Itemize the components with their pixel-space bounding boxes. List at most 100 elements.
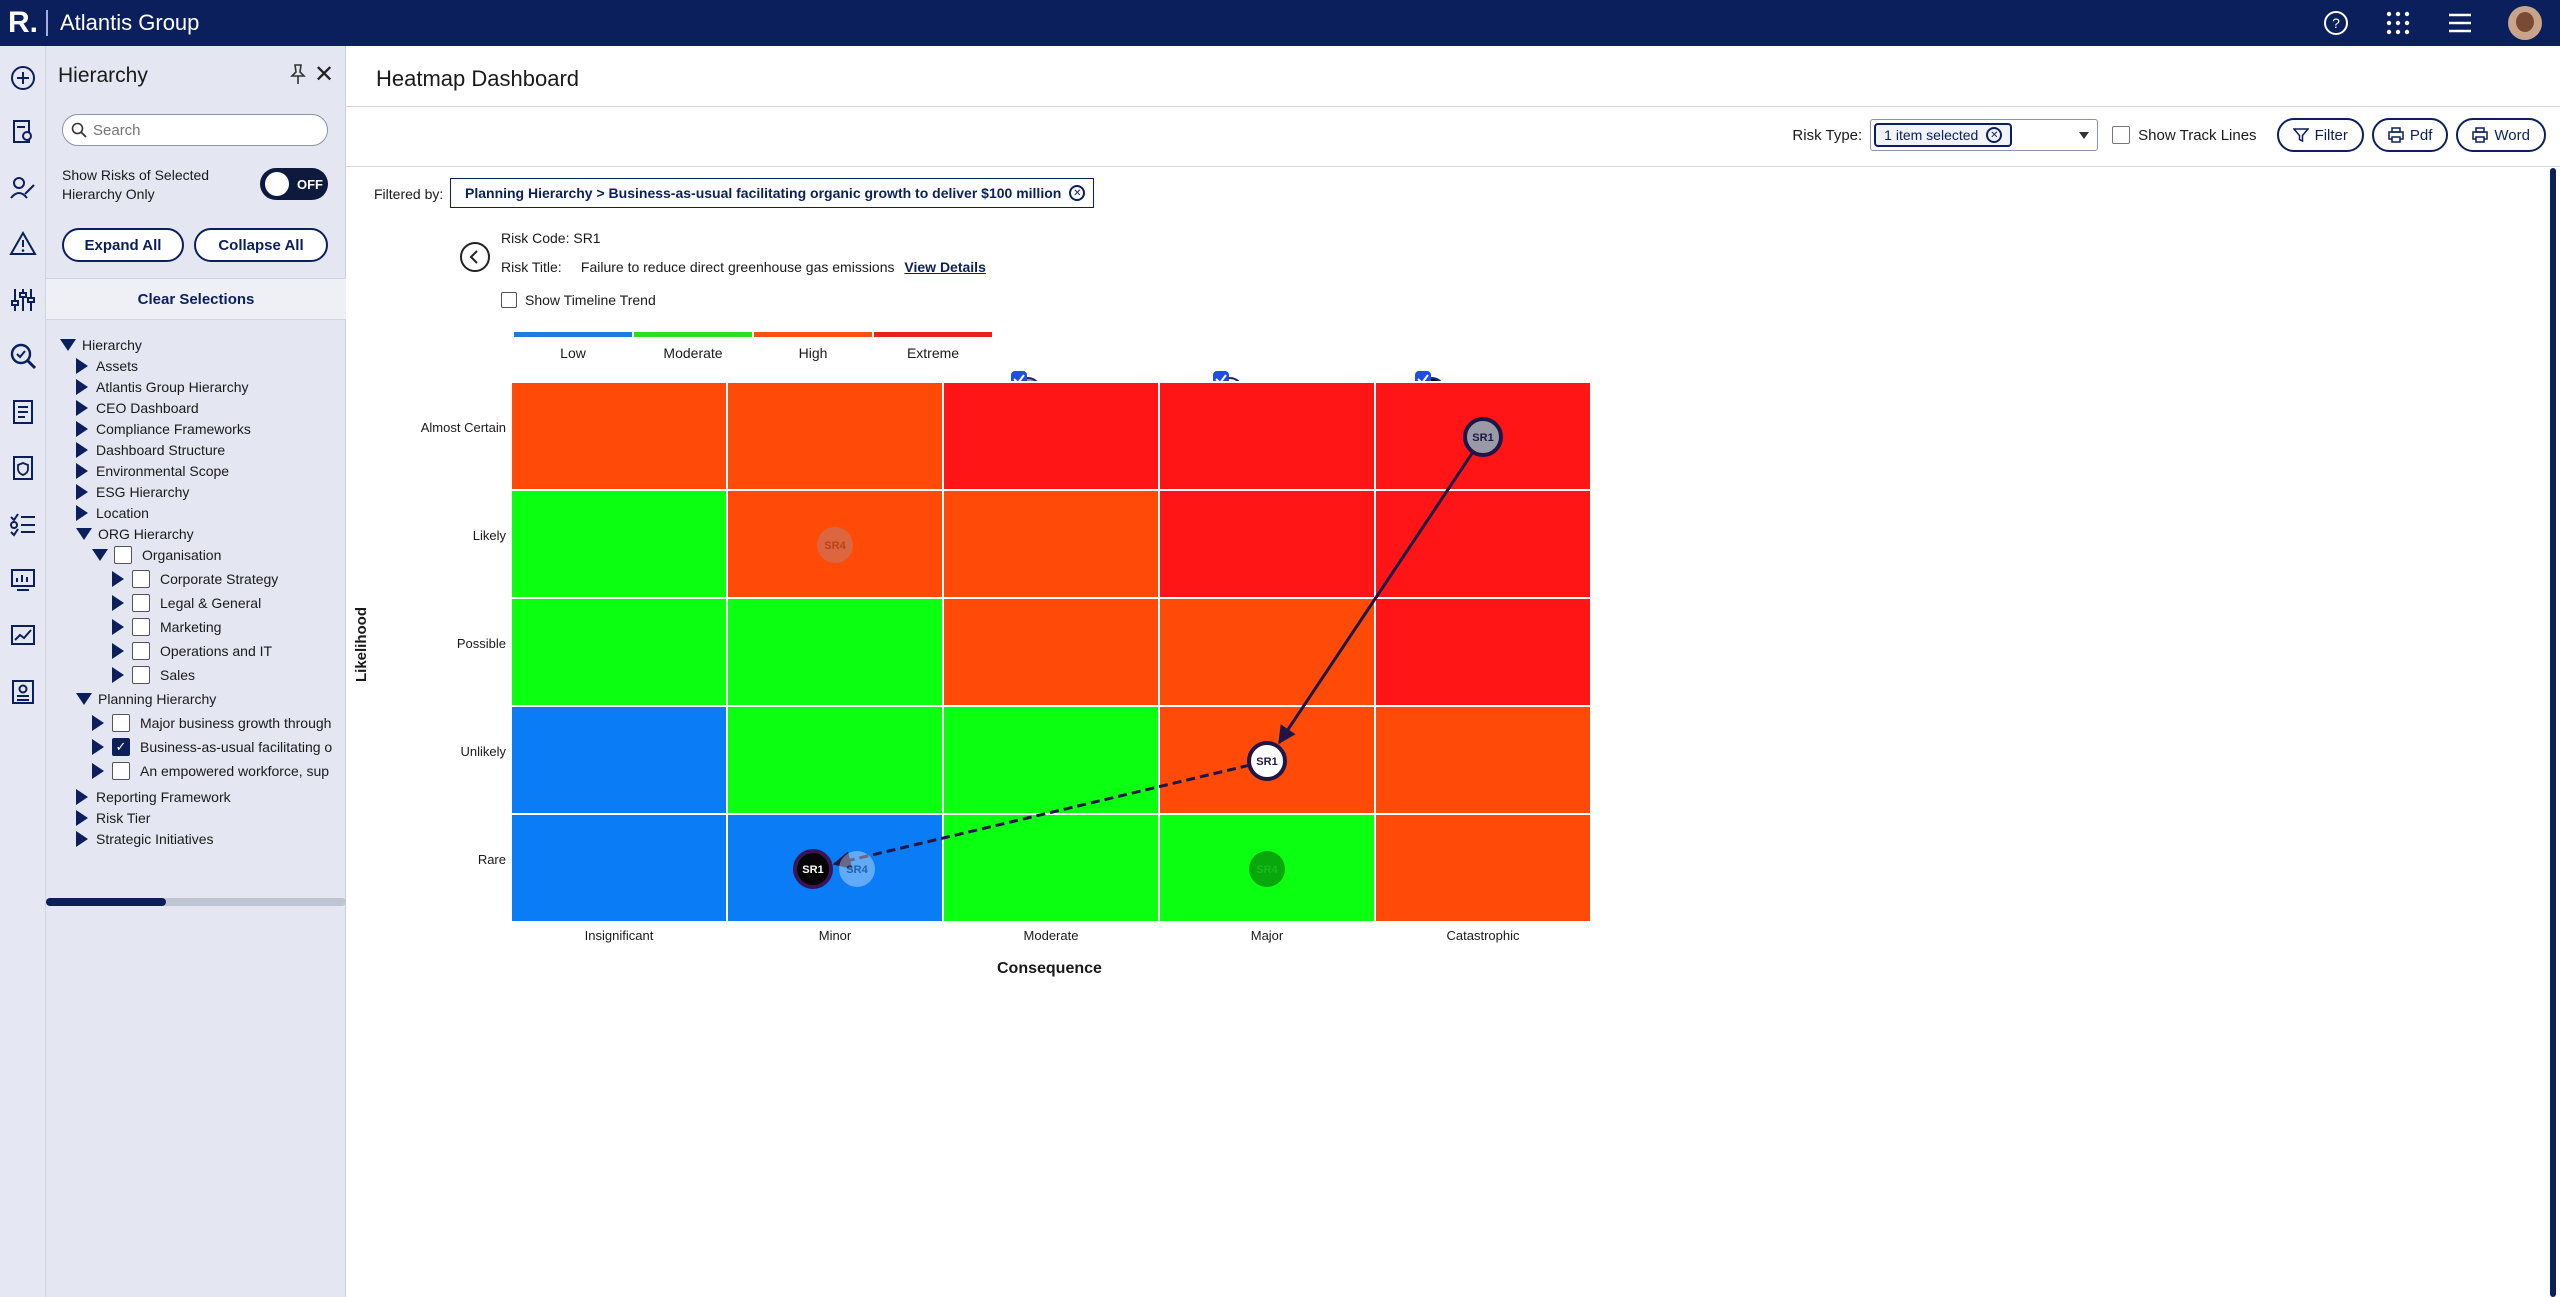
collapse-arrow-icon[interactable] (112, 619, 124, 635)
edit-user-icon[interactable] (9, 174, 37, 202)
profile-card-icon[interactable] (9, 678, 37, 706)
collapse-arrow-icon[interactable] (76, 400, 88, 416)
tree-item[interactable]: ESG Hierarchy (76, 481, 189, 503)
heatmap-cell[interactable] (1158, 813, 1376, 923)
expand-arrow-icon[interactable] (92, 549, 108, 561)
collapse-arrow-icon[interactable] (76, 421, 88, 437)
tree-item[interactable]: Marketing (112, 616, 221, 638)
warning-icon[interactable] (9, 230, 37, 258)
clear-selections-button[interactable]: Clear Selections (46, 278, 346, 320)
back-button[interactable] (460, 242, 490, 272)
heatmap-cell[interactable] (1374, 597, 1592, 707)
tree-item[interactable]: Strategic Initiatives (76, 828, 214, 850)
tree-item[interactable]: Environmental Scope (76, 460, 229, 482)
close-icon[interactable]: ✕ (314, 61, 335, 88)
collapse-arrow-icon[interactable] (76, 810, 88, 826)
avatar[interactable] (2508, 6, 2542, 40)
heatmap-cell[interactable] (1374, 813, 1592, 923)
apps-grid-icon[interactable] (2384, 9, 2412, 37)
tree-item[interactable]: ORG Hierarchy (76, 523, 194, 545)
help-icon[interactable]: ? (2322, 9, 2350, 37)
collapse-arrow-icon[interactable] (92, 715, 104, 731)
app-logo[interactable]: R. (8, 6, 38, 39)
tree-item[interactable]: Hierarchy (60, 334, 142, 356)
risk-marker[interactable]: SR4 (1249, 851, 1285, 887)
word-button[interactable]: Word (2456, 118, 2546, 152)
rating-legend-item[interactable]: Inherent Risk Rating (1010, 370, 1175, 403)
collapse-arrow-icon[interactable] (112, 667, 124, 683)
search-input[interactable] (93, 121, 313, 139)
risk-marker[interactable]: SR1 (793, 849, 833, 889)
heatmap-cell[interactable] (1374, 705, 1592, 815)
collapse-arrow-icon[interactable] (112, 595, 124, 611)
vertical-scrollbar[interactable] (2550, 168, 2556, 1297)
risk-type-select[interactable]: 1 item selected ✕ (1870, 119, 2099, 151)
collapse-arrow-icon[interactable] (76, 463, 88, 479)
checklist-icon[interactable] (9, 510, 37, 538)
tree-checkbox[interactable] (132, 570, 150, 588)
show-track-lines-checkbox[interactable]: Show Track Lines (2112, 126, 2257, 144)
heatmap-cell[interactable] (1158, 705, 1376, 815)
heatmap-cell[interactable] (510, 597, 728, 707)
tree-item[interactable]: An empowered workforce, sup (92, 760, 329, 782)
collapse-arrow-icon[interactable] (76, 831, 88, 847)
tree-item[interactable]: Organisation (92, 544, 221, 566)
tree-checkbox[interactable] (112, 714, 130, 732)
report-icon[interactable] (9, 398, 37, 426)
rating-marker-icon[interactable] (1010, 370, 1042, 403)
expand-all-button[interactable]: Expand All (62, 228, 184, 262)
sliders-icon[interactable] (9, 286, 37, 314)
search-box[interactable] (62, 114, 328, 146)
heatmap-cell[interactable] (1374, 489, 1592, 599)
rating-legend-item[interactable]: Residual Risk Rating (1212, 370, 1380, 403)
heatmap-cell[interactable] (726, 381, 944, 491)
chip-remove-icon[interactable]: ✕ (1069, 185, 1086, 201)
rating-marker-icon[interactable] (1212, 370, 1244, 403)
collapse-arrow-icon[interactable] (76, 379, 88, 395)
risk-marker[interactable]: SR1 (1463, 417, 1503, 457)
pdf-button[interactable]: Pdf (2371, 118, 2449, 152)
tree-item[interactable]: Dashboard Structure (76, 439, 225, 461)
tree-item[interactable]: CEO Dashboard (76, 397, 199, 419)
chevron-down-icon[interactable] (2079, 132, 2090, 139)
show-timeline-checkbox[interactable]: Show Timeline Trend (501, 292, 656, 308)
heatmap-cell[interactable] (510, 381, 728, 491)
collapse-arrow-icon[interactable] (76, 484, 88, 500)
document-search-icon[interactable] (9, 118, 37, 146)
heatmap-cell[interactable] (942, 813, 1160, 923)
expand-arrow-icon[interactable] (76, 528, 92, 540)
tree-item[interactable]: Location (76, 502, 149, 524)
heatmap-cell[interactable] (510, 813, 728, 923)
horizontal-scrollbar[interactable] (46, 898, 346, 906)
filter-chip[interactable]: Planning Hierarchy > Business-as-usual f… (450, 178, 1095, 208)
tree-item[interactable]: ✓ Business-as-usual facilitating o (92, 736, 332, 758)
add-icon[interactable] (9, 64, 37, 92)
collapse-arrow-icon[interactable] (92, 739, 104, 755)
filter-button[interactable]: Filter (2276, 118, 2364, 152)
tree-checkbox[interactable] (112, 762, 130, 780)
menu-icon[interactable] (2446, 9, 2474, 37)
collapse-arrow-icon[interactable] (92, 763, 104, 779)
heatmap-cell[interactable] (510, 705, 728, 815)
collapse-arrow-icon[interactable] (76, 505, 88, 521)
shield-document-icon[interactable] (9, 454, 37, 482)
tree-item[interactable]: Legal & General (112, 592, 261, 614)
risk-marker[interactable]: SR4 (839, 851, 875, 887)
timeline-box[interactable] (501, 292, 517, 308)
expand-arrow-icon[interactable] (60, 339, 76, 351)
chip-remove-icon[interactable]: ✕ (1986, 127, 2003, 143)
heatmap-cell[interactable] (1158, 597, 1376, 707)
tree-checkbox[interactable]: ✓ (112, 738, 130, 756)
tree-checkbox[interactable] (132, 594, 150, 612)
heatmap-cell[interactable] (726, 597, 944, 707)
expand-arrow-icon[interactable] (76, 693, 92, 705)
tree-item[interactable]: Risk Tier (76, 807, 150, 829)
tree-item[interactable]: Compliance Frameworks (76, 418, 251, 440)
tree-item[interactable]: Planning Hierarchy (76, 688, 216, 710)
heatmap-cell[interactable] (1158, 489, 1376, 599)
trend-chart-icon[interactable] (9, 622, 37, 650)
tree-item[interactable]: Sales (112, 664, 195, 686)
collapse-arrow-icon[interactable] (76, 442, 88, 458)
collapse-arrow-icon[interactable] (76, 789, 88, 805)
tree-checkbox[interactable] (132, 642, 150, 660)
